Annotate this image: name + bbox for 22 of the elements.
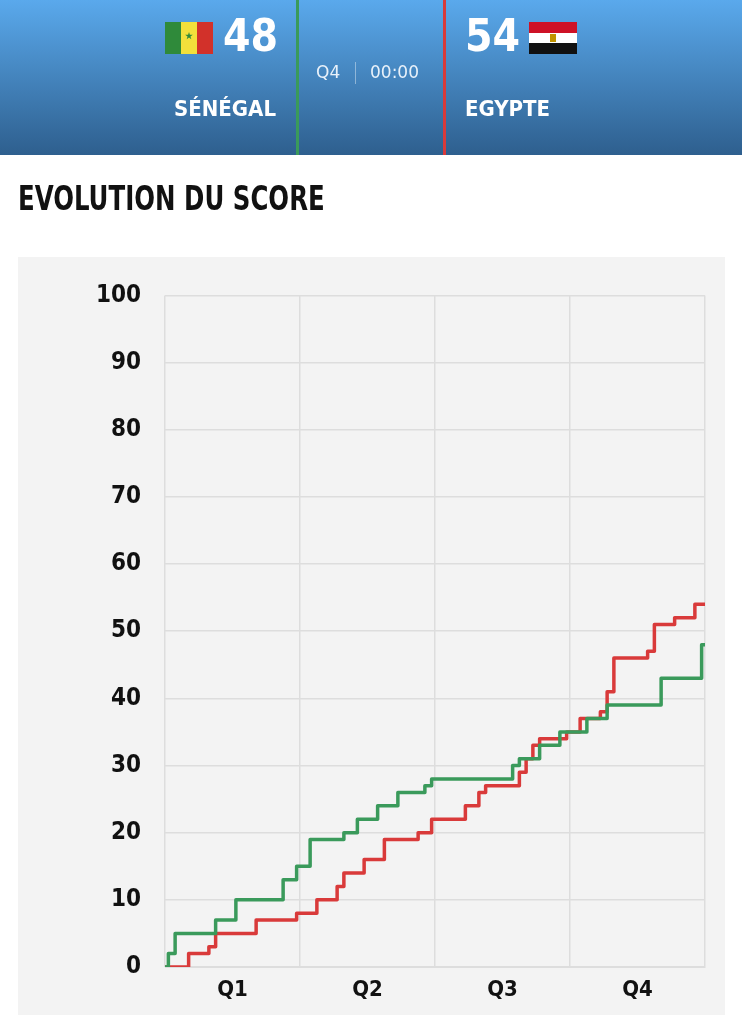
- text: 48: [222, 10, 278, 61]
- x-tick-label: Q2: [352, 975, 383, 1001]
- y-tick-label: 40: [110, 682, 141, 711]
- text: EGYPTE: [465, 96, 551, 121]
- y-tick-label: 90: [110, 346, 141, 375]
- y-tick-label: 0: [125, 951, 141, 980]
- chart-title: EVOLUTION DU SCORE: [18, 178, 325, 218]
- y-tick-label: 50: [110, 615, 141, 644]
- y-tick-label: 80: [110, 413, 141, 442]
- y-tick-label: 30: [110, 749, 141, 778]
- x-tick-label: Q1: [217, 975, 248, 1001]
- y-tick-label: 70: [110, 481, 141, 510]
- x-tick-label: Q3: [487, 975, 518, 1001]
- text: 00:00: [370, 62, 419, 82]
- x-tick-label: Q4: [622, 975, 653, 1001]
- y-tick-label: 10: [110, 884, 141, 913]
- y-tick-label: 60: [110, 548, 141, 577]
- y-tick-label: 100: [95, 279, 141, 308]
- text: 54: [465, 10, 521, 61]
- text: SÉNÉGAL: [173, 96, 276, 121]
- y-tick-label: 20: [110, 816, 141, 845]
- text: Q4: [316, 62, 341, 82]
